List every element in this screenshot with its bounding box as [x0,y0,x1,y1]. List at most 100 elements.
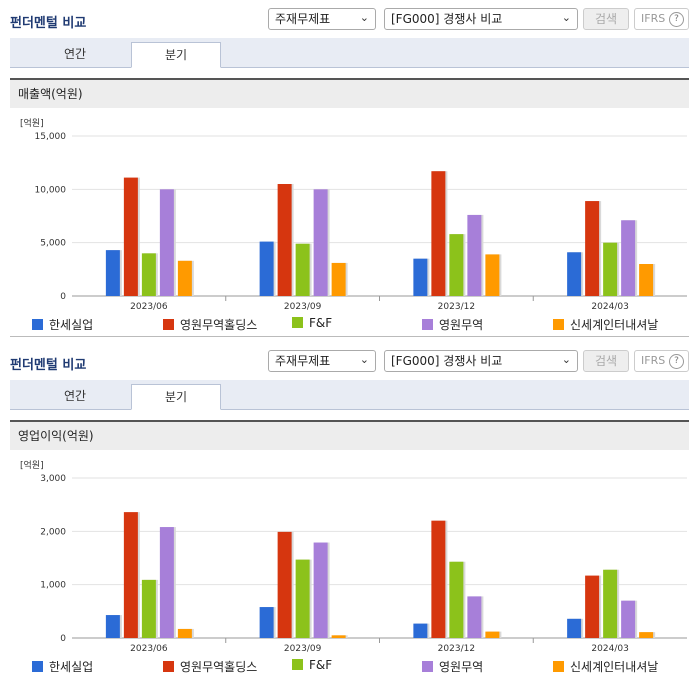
tab-annual[interactable]: 연간 [63,389,87,403]
statement-select[interactable]: 주재무제표 ⌄ [268,350,376,372]
legend-label: 신세계인터내셔날 [570,660,659,674]
x-tick-label: 2024/03 [591,644,628,654]
statement-select-value: 주재무제표 [275,12,331,26]
tab-quarterly[interactable]: 분기 [131,384,221,410]
statement-select[interactable]: 주재무제표 ⌄ [268,8,376,30]
statement-select-value: 주재무제표 [275,354,331,368]
comparison-select[interactable]: [FG000] 경쟁사 비교 ⌄ [384,350,578,372]
help-icon[interactable]: ? [669,12,684,27]
bar [277,531,292,638]
bar [331,262,346,296]
legend-swatch [553,661,564,672]
bar [467,596,482,638]
ifrs-button[interactable]: IFRS ? [634,8,689,30]
legend-label: 신세계인터내셔날 [570,318,659,332]
bar [259,607,274,638]
ifrs-button[interactable]: IFRS ? [634,350,689,372]
unit-label: [억원] [20,459,44,471]
bar [603,569,618,638]
legend-item[interactable]: 영원무역홀딩스 [163,658,257,675]
fundamental-section-operating-profit: 펀더멘털 비교 주재무제표 ⌄ [FG000] 경쟁사 비교 ⌄ 검색 IFRS… [0,342,696,684]
help-icon[interactable]: ? [669,354,684,369]
y-tick-label: 0 [60,634,66,644]
fundamental-section-revenue: 펀더멘털 비교 주재무제표 ⌄ [FG000] 경쟁사 비교 ⌄ 검색 IFRS… [10,8,689,337]
chart-heading: 매출액(억원) [10,78,689,108]
legend-item[interactable]: 한세실업 [32,658,93,675]
legend-item[interactable]: 신세계인터내셔날 [553,316,658,333]
bar [141,579,156,638]
bar [277,184,292,296]
bar [313,189,328,296]
legend-swatch [292,317,303,328]
operating-profit-bar-chart: [억원] 0 1,000 2,000 3,000 2023/06 2023/09 2023/1… [20,459,687,654]
legend-label: 한세실업 [49,660,94,674]
bar [295,559,310,638]
period-tabs: 연간 분기 [10,380,689,410]
bar [431,520,446,638]
bar [567,618,582,638]
legend-item[interactable]: 영원무역홀딩스 [163,316,257,333]
revenue-bar-chart: [억원] 0 5,000 10,000 15,000 2023/06 2023/09 2023… [20,117,687,312]
legend-swatch [32,319,43,330]
y-tick-label: 0 [60,292,66,302]
legend-swatch [422,319,433,330]
chevron-down-icon: ⌄ [561,11,571,24]
tab-quarterly[interactable]: 분기 [131,42,221,68]
bar [123,177,138,296]
divider [10,336,689,337]
legend-item[interactable]: F&F [292,316,332,330]
bar [413,623,428,638]
legend-item[interactable]: 영원무역 [422,658,483,675]
legend-swatch [163,661,174,672]
legend-swatch [163,319,174,330]
x-tick-label: 2023/12 [438,302,475,312]
bar [259,241,274,296]
legend-label: 한세실업 [49,318,94,332]
chevron-down-icon: ⌄ [561,353,571,366]
tab-annual[interactable]: 연간 [63,47,87,61]
x-tick-label: 2023/09 [284,644,322,654]
legend-swatch [32,661,43,672]
bar [295,243,310,296]
ifrs-label: IFRS [641,12,666,25]
legend-label: F&F [309,316,333,330]
legend-item[interactable]: 한세실업 [32,316,93,333]
y-tick-label: 1,000 [40,581,66,591]
comparison-select-value: [FG000] 경쟁사 비교 [391,12,503,26]
x-tick-label: 2023/12 [438,644,475,654]
bar [639,632,654,638]
comparison-select[interactable]: [FG000] 경쟁사 비교 ⌄ [384,8,578,30]
legend-item[interactable]: F&F [292,658,332,672]
bar [413,258,428,296]
y-tick-label: 3,000 [40,474,66,484]
period-tabs: 연간 분기 [10,38,689,68]
chart-legend: 한세실업 영원무역홀딩스 F&F 영원무역 신세계인터내셔날 [10,312,689,336]
x-tick-label: 2023/09 [284,302,322,312]
y-tick-label: 15,000 [35,132,67,142]
bar [485,254,500,296]
bar [449,234,464,296]
bar [141,253,156,296]
legend-label: F&F [309,658,333,672]
legend-label: 영원무역홀딩스 [180,318,258,332]
search-button[interactable]: 검색 [583,8,629,30]
x-tick-label: 2024/03 [591,302,628,312]
bar [159,527,174,638]
bar [431,171,446,296]
legend-label: 영원무역 [439,318,484,332]
bar [621,220,636,296]
legend-swatch [292,659,303,670]
bar [177,628,192,638]
legend-item[interactable]: 영원무역 [422,316,483,333]
ifrs-label: IFRS [641,354,666,367]
x-tick-label: 2023/06 [130,302,168,312]
bar [467,214,482,296]
bar [585,201,600,296]
legend-label: 영원무역홀딩스 [180,660,258,674]
chart-heading: 영업이익(억원) [10,420,689,450]
bar [449,561,464,638]
chart-legend: 한세실업 영원무역홀딩스 F&F 영원무역 신세계인터내셔날 [10,654,689,678]
legend-item[interactable]: 신세계인터내셔날 [553,658,658,675]
search-button[interactable]: 검색 [583,350,629,372]
comparison-select-value: [FG000] 경쟁사 비교 [391,354,503,368]
